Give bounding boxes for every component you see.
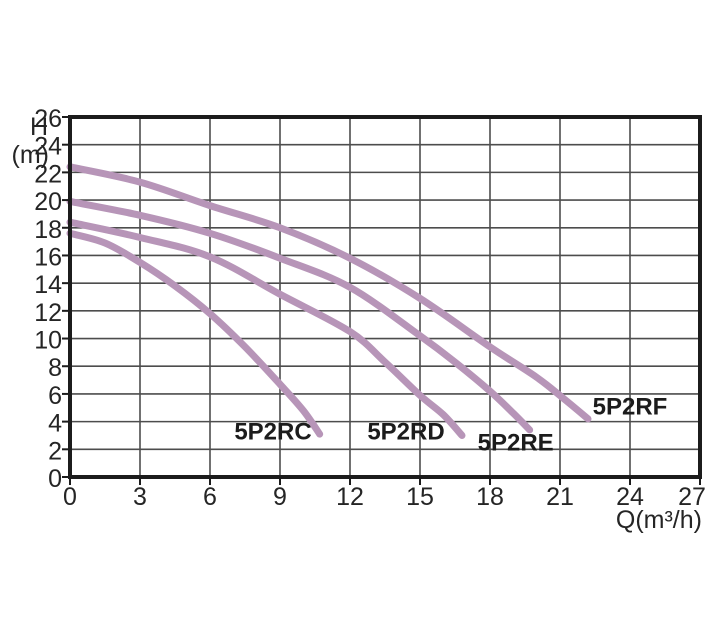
x-tick-label: 6 xyxy=(203,483,217,511)
curve-label-5P2RE: 5P2RE xyxy=(478,429,554,456)
y-tick-label: 12 xyxy=(34,299,62,327)
y-axis-unit-label: (m) xyxy=(12,141,49,169)
y-tick-label: 4 xyxy=(48,410,62,438)
y-tick-label: 26 xyxy=(34,105,62,133)
x-tick-label: 12 xyxy=(336,483,364,511)
curve-5P2RF xyxy=(66,163,592,423)
x-tick-label: 15 xyxy=(406,483,434,511)
y-tick-label: 10 xyxy=(34,327,62,355)
y-tick-label: 6 xyxy=(48,382,62,410)
curve-5P2RC xyxy=(66,229,324,438)
x-tick-label: 27 xyxy=(678,483,706,511)
x-tick-label: 3 xyxy=(133,483,147,511)
plot-frame xyxy=(68,115,702,479)
x-tick-label: 21 xyxy=(546,483,574,511)
curve-5P2RE xyxy=(66,197,534,434)
x-tick-label: 24 xyxy=(616,483,644,511)
curve-5P2RD xyxy=(66,218,466,439)
y-tick-label: 18 xyxy=(34,216,62,244)
y-axis-label: H xyxy=(30,113,48,141)
x-axis-label: Q(m³/h) xyxy=(616,506,702,534)
y-tick-label: 2 xyxy=(48,437,62,465)
curve-label-5P2RD: 5P2RD xyxy=(367,418,444,445)
y-tick-label: 0 xyxy=(48,465,62,493)
curve-label-5P2RF: 5P2RF xyxy=(593,393,668,420)
x-tick-label: 0 xyxy=(63,483,77,511)
y-tick-label: 16 xyxy=(34,243,62,271)
y-tick-label: 20 xyxy=(34,188,62,216)
y-tick-label: 8 xyxy=(48,354,62,382)
y-tick-label: 24 xyxy=(34,133,62,161)
curve-label-5P2RC: 5P2RC xyxy=(234,418,311,445)
y-tick-label: 22 xyxy=(34,160,62,188)
x-tick-label: 18 xyxy=(476,483,504,511)
x-tick-label: 9 xyxy=(273,483,287,511)
y-tick-label: 14 xyxy=(34,271,62,299)
